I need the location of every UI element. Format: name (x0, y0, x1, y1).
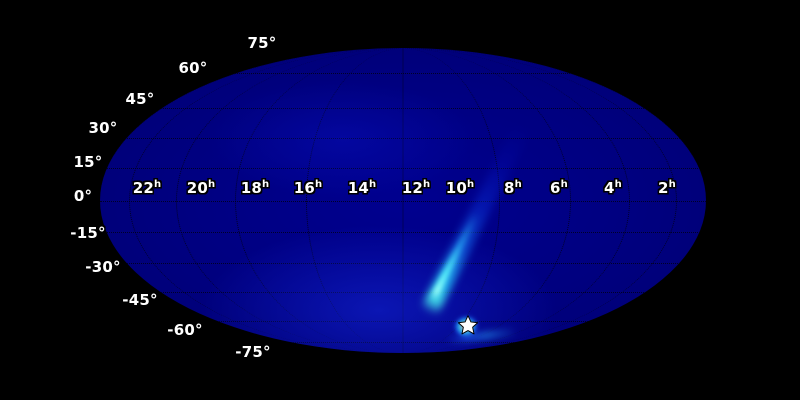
ra-tick-value: 2 (658, 179, 669, 197)
ra-tick-value: 16 (293, 179, 315, 197)
ra-tick-unit: h (153, 179, 162, 190)
dec-tick-label-m75deg: -75° (235, 343, 271, 361)
dec-tick-label-0deg: 0° (73, 187, 93, 205)
dec-tick-label-30deg: 30° (88, 119, 118, 137)
ra-tick-value: 6 (550, 179, 561, 197)
ra-tick-value: 14 (347, 179, 369, 197)
ra-tick-label-18h: 18h (241, 179, 270, 197)
ra-tick-unit: h (466, 179, 475, 190)
ra-tick-unit: h (314, 179, 323, 190)
ra-tick-value: 20 (186, 179, 208, 197)
meridian-12h (402, 48, 404, 353)
sky-projection-area (100, 48, 706, 353)
ra-tick-label-22h: 22h (133, 179, 162, 197)
ra-tick-unit: h (368, 179, 377, 190)
dec-tick-label-m15deg: -15° (70, 224, 106, 242)
dec-tick-label-45deg: 45° (125, 90, 155, 108)
ra-tick-unit: h (422, 179, 431, 190)
ra-tick-label-6h: 6h (550, 179, 568, 197)
dec-tick-label-m30deg: -30° (85, 258, 121, 276)
dec-tick-label-15deg: 15° (73, 153, 103, 171)
ra-tick-unit: h (514, 179, 522, 190)
ra-tick-unit: h (560, 179, 568, 190)
ra-tick-value: 12 (401, 179, 423, 197)
dec-tick-label-60deg: 60° (178, 59, 208, 77)
graticule-meridians (100, 48, 706, 353)
ra-tick-unit: h (668, 179, 676, 190)
ra-tick-value: 18 (240, 179, 262, 197)
ra-tick-label-10h: 10h (446, 179, 475, 197)
ra-tick-value: 10 (445, 179, 467, 197)
dec-tick-label-m60deg: -60° (167, 321, 203, 339)
ra-tick-value: 22 (132, 179, 154, 197)
ra-tick-label-16h: 16h (294, 179, 323, 197)
ra-tick-value: 4 (604, 179, 615, 197)
ra-tick-label-4h: 4h (604, 179, 622, 197)
ra-tick-label-14h: 14h (348, 179, 377, 197)
ra-tick-unit: h (614, 179, 622, 190)
ra-tick-label-12h: 12h (402, 179, 431, 197)
dec-tick-label-m45deg: -45° (122, 291, 158, 309)
dec-tick-label-75deg: 75° (247, 34, 277, 52)
ra-tick-value: 8 (504, 179, 515, 197)
ra-tick-label-8h: 8h (504, 179, 522, 197)
ra-tick-label-2h: 2h (658, 179, 676, 197)
ra-tick-unit: h (261, 179, 270, 190)
ra-tick-unit: h (207, 179, 216, 190)
ra-tick-label-20h: 20h (187, 179, 216, 197)
